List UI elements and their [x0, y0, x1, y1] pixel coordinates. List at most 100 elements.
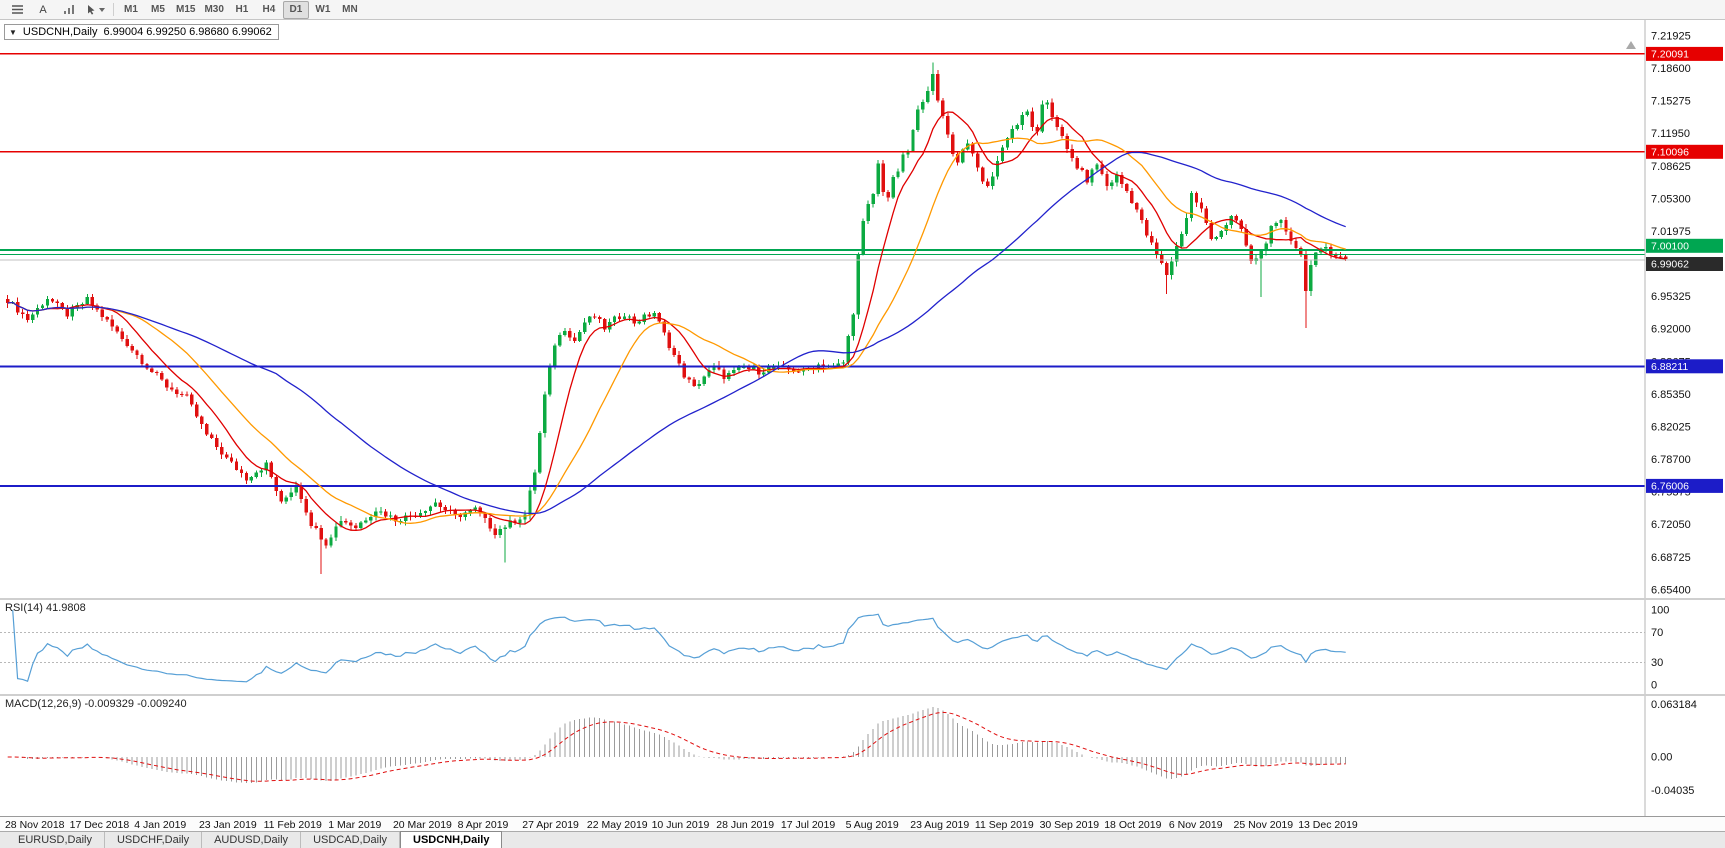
date-label: 25 Nov 2019: [1233, 819, 1294, 831]
chart-tab-bar: EURUSD,Daily USDCHF,Daily AUDUSD,Daily USDC…: [0, 831, 1725, 848]
collapse-indicator-icon[interactable]: ▼: [9, 27, 17, 37]
timeframe-d1-button[interactable]: D1: [282, 0, 309, 19]
toolbar-separator: [113, 3, 114, 16]
timeframe-m1-button[interactable]: M1: [124, 4, 138, 15]
chevron-down-icon: [99, 7, 105, 12]
date-label: 28 Jun 2019: [716, 819, 775, 831]
date-label: 4 Jan 2019: [134, 819, 187, 831]
timeframe-m15-button[interactable]: M15: [176, 4, 196, 15]
svg-text:6.88211: 6.88211: [1651, 361, 1688, 373]
horizontal-lines[interactable]: [0, 53, 1645, 487]
date-label: 8 Apr 2019: [457, 819, 509, 831]
date-label: 10 Jun 2019: [651, 819, 710, 831]
price-badge: 7.00100: [1646, 238, 1723, 253]
date-label: 28 Nov 2018: [4, 819, 65, 831]
timeframe-h1-button[interactable]: H1: [235, 4, 249, 15]
date-label: 23 Jan 2019: [198, 819, 257, 831]
price-axis-label: 7.11950: [1651, 128, 1690, 140]
price-axis-label: 7.15275: [1651, 96, 1691, 108]
macd-indicator-panel[interactable]: 0.063184 0.00 -0.04035 MACD(12,26,9) -0.00…: [0, 696, 1725, 816]
date-label: 30 Sep 2019: [1039, 819, 1100, 831]
moving-average-55: [7, 151, 1346, 515]
date-label: 6 Nov 2019: [1168, 819, 1223, 831]
cursor-tool-button[interactable]: [82, 1, 109, 19]
timeframe-toolbar: M1 M5 M15 M30 H1 H4 D1 W1 MN: [118, 0, 363, 19]
date-label: 13 Dec 2019: [1298, 819, 1358, 831]
chart-symbol-label: USDCNH,Daily: [22, 26, 98, 38]
svg-text:7.20091: 7.20091: [1651, 48, 1689, 60]
price-badge: 6.88211: [1646, 359, 1723, 374]
price-axis-label: 6.65400: [1651, 584, 1691, 596]
macd-plot: 0.063184 0.00 -0.04035: [0, 696, 1725, 816]
date-label: 18 Oct 2019: [1104, 819, 1162, 831]
price-axis-label: 6.92000: [1651, 324, 1691, 336]
price-badge: 6.99062: [1646, 257, 1723, 271]
macd-axis-label: 0.00: [1651, 752, 1672, 764]
panel-resize-handle[interactable]: [0, 598, 1725, 600]
candles: [5, 62, 1348, 575]
top-toolbar: A M1 M5 M15 M30 H1 H4 D1 W1 MN: [0, 0, 1725, 20]
svg-text:7.10096: 7.10096: [1651, 146, 1689, 158]
price-axis-label: 6.85350: [1651, 389, 1691, 401]
date-label: 17 Jul 2019: [780, 819, 836, 831]
charts-menu-icon[interactable]: [4, 1, 30, 19]
panel-resize-handle[interactable]: [0, 694, 1725, 696]
date-label: 27 Apr 2019: [522, 819, 579, 831]
macd-axis-label: 0.063184: [1651, 699, 1697, 711]
moving-average-21: [7, 137, 1346, 524]
rsi-indicator-label: RSI(14) 41.9808: [5, 602, 86, 614]
time-axis[interactable]: 28 Nov 2018 17 Dec 2018 4 Jan 2019 23 Jan 2…: [0, 816, 1725, 831]
price-axis-label: 7.05300: [1651, 193, 1691, 205]
price-axis-label: 7.18600: [1651, 63, 1691, 75]
rsi-axis-label: 0: [1651, 680, 1657, 692]
rsi-axis-label: 70: [1651, 627, 1663, 639]
price-axis-label: 6.78700: [1651, 454, 1691, 466]
chart-title-box: ▼ USDCNH,Daily 6.99004 6.99250 6.98680 6…: [4, 24, 279, 40]
tab-usdchf-daily[interactable]: USDCHF,Daily: [105, 832, 203, 848]
tab-usdcad-daily[interactable]: USDCAD,Daily: [301, 832, 401, 848]
moving-average-9: [7, 111, 1346, 532]
rsi-line: [12, 609, 1346, 683]
timeframe-h4-button[interactable]: H4: [262, 4, 276, 15]
price-axis-label: 7.01975: [1651, 226, 1691, 238]
cursor-icon: [88, 5, 95, 15]
date-label: 5 Aug 2019: [845, 819, 899, 831]
macd-signal-line: [7, 711, 1346, 782]
tab-audusd-daily[interactable]: AUDUSD,Daily: [202, 832, 302, 848]
text-label-tool-button[interactable]: A: [30, 1, 56, 19]
svg-text:6.76006: 6.76006: [1651, 480, 1689, 492]
timeframe-mn-button[interactable]: MN: [342, 4, 358, 15]
date-label: 11 Feb 2019: [263, 819, 322, 831]
rsi-axis-label: 100: [1651, 605, 1669, 617]
candlestick-chart[interactable]: 7.21925 7.18600 7.15275 7.11950 7.08625 7.053…: [0, 20, 1725, 598]
tab-usdcnh-daily[interactable]: USDCNH,Daily: [400, 831, 503, 848]
price-axis-label: 6.95325: [1651, 291, 1691, 303]
date-label: 17 Dec 2018: [69, 819, 130, 831]
price-axis[interactable]: [1645, 20, 1725, 598]
timeframe-m5-button[interactable]: M5: [151, 4, 165, 15]
timeframe-m30-button[interactable]: M30: [204, 4, 224, 15]
date-label: 20 Mar 2019: [392, 819, 452, 831]
price-badge: 7.20091: [1646, 46, 1723, 61]
rsi-axis-label: 30: [1651, 657, 1663, 669]
price-axis-label: 7.08625: [1651, 161, 1691, 173]
date-label: 1 Mar 2019: [328, 819, 382, 831]
rsi-indicator-panel[interactable]: 100 70 30 0 RSI(14) 41.9808: [0, 600, 1725, 694]
price-axis-label: 6.72050: [1651, 519, 1691, 531]
price-axis-label: 6.82025: [1651, 421, 1691, 433]
date-label: 11 Sep 2019: [974, 819, 1034, 831]
main-chart-panel[interactable]: 7.21925 7.18600 7.15275 7.11950 7.08625 7.053…: [0, 20, 1725, 598]
date-label: 22 May 2019: [586, 819, 648, 831]
svg-text:7.00100: 7.00100: [1651, 240, 1689, 252]
chart-type-icon[interactable]: [56, 1, 82, 19]
rsi-plot: 100 70 30 0: [0, 600, 1725, 694]
macd-axis-label: -0.04035: [1651, 785, 1694, 797]
price-axis-label: 6.68725: [1651, 552, 1691, 564]
auto-scroll-arrow-icon[interactable]: [1626, 41, 1636, 49]
tab-eurusd-daily[interactable]: EURUSD,Daily: [6, 832, 105, 848]
date-label: 23 Aug 2019: [910, 819, 970, 831]
timeframe-w1-button[interactable]: W1: [315, 4, 331, 15]
svg-text:6.99062: 6.99062: [1651, 259, 1689, 271]
macd-indicator-label: MACD(12,26,9) -0.009329 -0.009240: [5, 698, 187, 710]
